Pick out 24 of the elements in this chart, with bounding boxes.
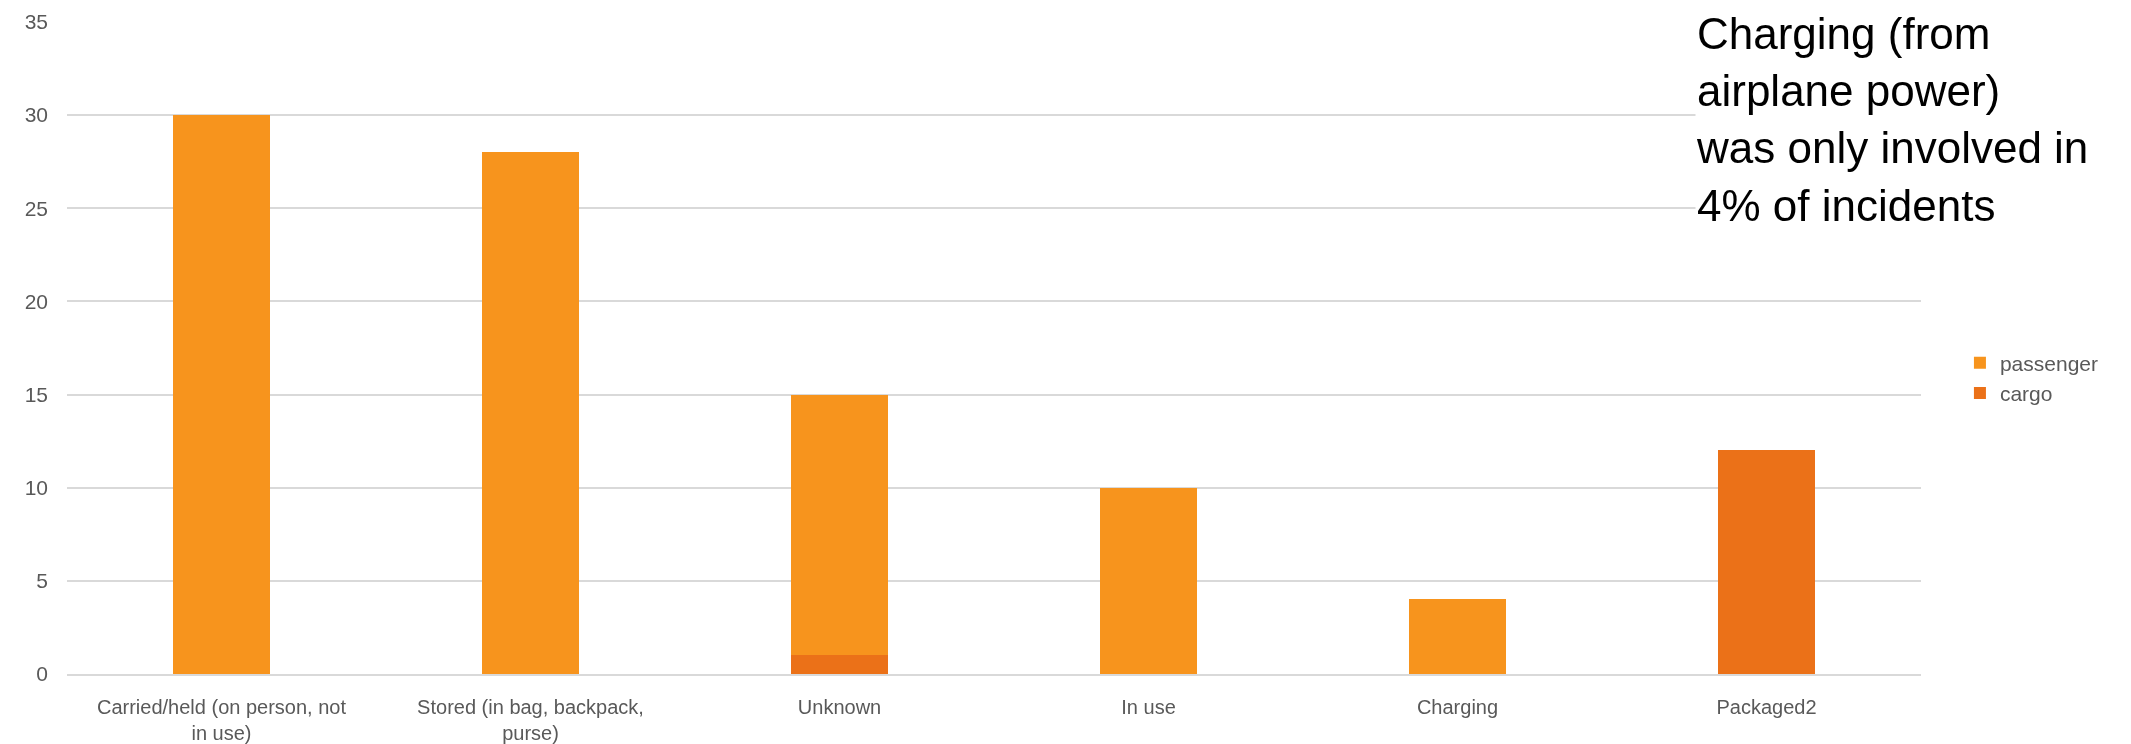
bar xyxy=(172,115,271,674)
x-tick-label: Stored (in bag, backpack, purse) xyxy=(417,696,644,744)
y-tick-label: 15 xyxy=(24,382,48,406)
bar xyxy=(481,152,580,674)
bar xyxy=(1717,450,1816,674)
bar xyxy=(790,655,889,674)
bar xyxy=(790,394,889,656)
y-tick-label: 35 xyxy=(24,10,48,34)
bar xyxy=(1099,487,1198,674)
x-tick-label: Carried/held (on person, not in use) xyxy=(96,696,347,744)
y-tick-label: 0 xyxy=(36,662,48,686)
x-tick-label: In use xyxy=(1121,696,1176,718)
legend-label: passenger xyxy=(1999,351,2099,375)
bar xyxy=(1408,599,1507,674)
y-tick-label: 5 xyxy=(36,569,48,593)
x-tick-label: Unknown xyxy=(797,696,882,718)
y-tick-label: 10 xyxy=(24,476,48,500)
y-tick-label: 30 xyxy=(24,103,48,127)
y-tick-label: 25 xyxy=(24,196,48,220)
y-tick-label: 20 xyxy=(24,289,48,313)
x-tick-label: Packaged2 xyxy=(1716,696,1817,718)
x-tick-label: Charging xyxy=(1416,696,1499,718)
legend-label: cargo xyxy=(1999,382,2053,406)
annotation: Charging (from airplane power) was only involved in 4% of incidents xyxy=(1696,9,2089,230)
